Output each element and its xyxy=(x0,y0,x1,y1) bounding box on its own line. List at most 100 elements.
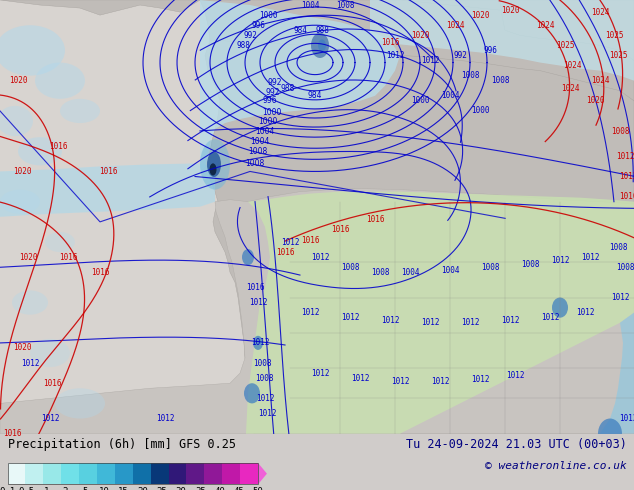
Text: 1025: 1025 xyxy=(556,41,574,50)
Text: 1012: 1012 xyxy=(430,377,450,386)
Bar xyxy=(61,463,79,484)
Text: 996: 996 xyxy=(251,21,265,30)
Polygon shape xyxy=(500,0,634,60)
Text: 1012: 1012 xyxy=(251,339,269,347)
Text: 1016: 1016 xyxy=(366,215,384,224)
Text: 1012: 1012 xyxy=(471,375,489,384)
Bar xyxy=(240,463,258,484)
Ellipse shape xyxy=(253,336,263,350)
Bar xyxy=(25,463,43,484)
Text: 1012: 1012 xyxy=(541,313,559,322)
Polygon shape xyxy=(200,0,634,434)
Ellipse shape xyxy=(318,39,326,51)
Ellipse shape xyxy=(200,139,230,190)
Ellipse shape xyxy=(244,383,260,403)
Text: 1025: 1025 xyxy=(605,31,623,40)
Text: 1004: 1004 xyxy=(401,268,419,277)
Text: 1012: 1012 xyxy=(391,377,410,386)
Text: 0.5: 0.5 xyxy=(19,487,35,490)
Text: 1008: 1008 xyxy=(616,263,634,272)
Text: 1016: 1016 xyxy=(276,247,294,257)
Ellipse shape xyxy=(18,137,62,166)
Ellipse shape xyxy=(598,418,622,449)
Text: 1008: 1008 xyxy=(481,263,499,272)
Text: 1012: 1012 xyxy=(41,414,59,423)
Ellipse shape xyxy=(209,163,216,175)
Text: 1012: 1012 xyxy=(351,374,369,383)
Text: 1012: 1012 xyxy=(249,298,268,307)
Text: © weatheronline.co.uk: © weatheronline.co.uk xyxy=(484,461,626,471)
Bar xyxy=(8,463,258,484)
Text: 1008: 1008 xyxy=(245,159,264,168)
Bar xyxy=(223,463,240,484)
Text: 1008: 1008 xyxy=(611,126,630,136)
Text: 1024: 1024 xyxy=(536,21,554,30)
Text: 1012: 1012 xyxy=(281,238,299,246)
Text: 35: 35 xyxy=(195,487,205,490)
Text: 992: 992 xyxy=(243,31,257,40)
Text: 1016: 1016 xyxy=(49,142,67,151)
Text: 50: 50 xyxy=(253,487,263,490)
Text: 1020: 1020 xyxy=(471,11,489,20)
Text: 1012: 1012 xyxy=(506,370,524,380)
Polygon shape xyxy=(370,0,634,81)
Text: 1020: 1020 xyxy=(13,343,31,352)
Polygon shape xyxy=(246,192,634,434)
Text: 1008: 1008 xyxy=(491,76,509,85)
Polygon shape xyxy=(200,0,634,101)
Text: 992: 992 xyxy=(268,78,282,87)
Text: 1004: 1004 xyxy=(441,91,459,100)
Text: 1008: 1008 xyxy=(340,263,359,272)
Polygon shape xyxy=(200,0,400,172)
Text: 2: 2 xyxy=(63,487,68,490)
Ellipse shape xyxy=(12,291,48,315)
Text: 1012: 1012 xyxy=(461,318,479,327)
Text: 1012: 1012 xyxy=(301,308,320,317)
Ellipse shape xyxy=(55,388,105,418)
Text: 1016: 1016 xyxy=(91,268,109,277)
Text: 984: 984 xyxy=(293,26,307,35)
Text: 1016: 1016 xyxy=(3,429,22,438)
Text: 1016: 1016 xyxy=(619,192,634,201)
Text: 1000: 1000 xyxy=(471,106,489,116)
Text: 1024: 1024 xyxy=(446,21,464,30)
Bar xyxy=(79,463,97,484)
Text: 1020: 1020 xyxy=(501,5,519,15)
Text: 1016: 1016 xyxy=(301,236,320,245)
Text: 1008: 1008 xyxy=(609,243,627,251)
Ellipse shape xyxy=(30,339,70,367)
Text: 1020: 1020 xyxy=(13,167,31,176)
Polygon shape xyxy=(0,163,215,217)
Text: 1004: 1004 xyxy=(301,0,320,9)
Bar xyxy=(186,463,204,484)
Ellipse shape xyxy=(60,99,100,123)
Text: 984: 984 xyxy=(307,91,322,100)
Text: 1025: 1025 xyxy=(609,51,627,60)
Text: 1008: 1008 xyxy=(371,268,389,277)
Ellipse shape xyxy=(0,190,40,214)
Polygon shape xyxy=(600,313,634,434)
Text: 1012: 1012 xyxy=(385,51,404,60)
Bar xyxy=(115,463,133,484)
Bar xyxy=(97,463,115,484)
Text: Tu 24-09-2024 21.03 UTC (00+03): Tu 24-09-2024 21.03 UTC (00+03) xyxy=(406,438,626,451)
Text: 20: 20 xyxy=(137,487,148,490)
Text: 1016: 1016 xyxy=(246,283,264,292)
Bar xyxy=(43,463,61,484)
Text: 1020: 1020 xyxy=(586,97,604,105)
Polygon shape xyxy=(0,0,200,15)
Text: 1016: 1016 xyxy=(331,225,349,234)
Text: 1000: 1000 xyxy=(262,108,281,118)
Text: 1020: 1020 xyxy=(9,76,27,85)
Text: 1012: 1012 xyxy=(421,56,439,65)
Text: 0.1: 0.1 xyxy=(0,487,16,490)
Text: 992: 992 xyxy=(266,88,280,98)
Text: 1012: 1012 xyxy=(616,152,634,161)
Text: 1012: 1012 xyxy=(381,316,399,325)
Text: 1012: 1012 xyxy=(256,394,275,403)
Ellipse shape xyxy=(311,33,329,58)
Text: 1012: 1012 xyxy=(619,414,634,423)
Polygon shape xyxy=(258,463,267,484)
Text: 1012: 1012 xyxy=(581,253,599,262)
Text: 988: 988 xyxy=(236,41,250,50)
